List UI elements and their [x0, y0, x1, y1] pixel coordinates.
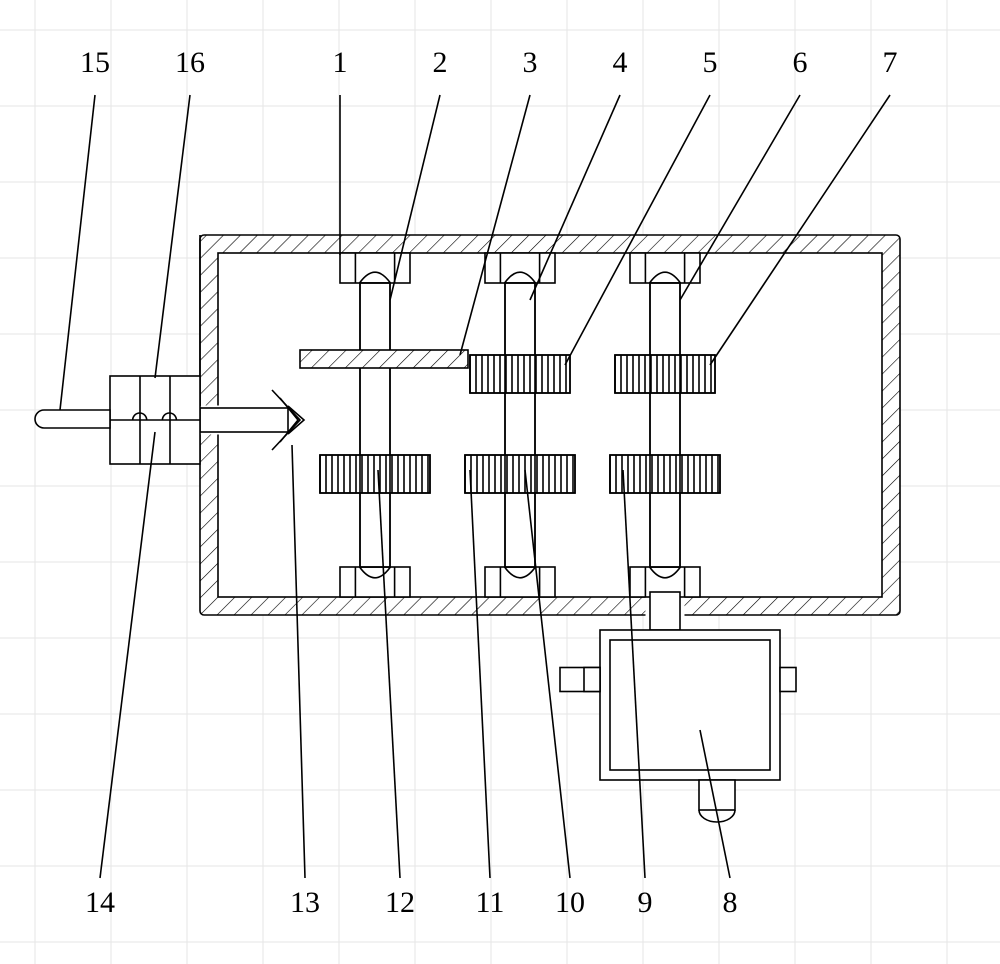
label-2: 2: [433, 46, 448, 79]
gear-upper: [470, 355, 570, 393]
label-11: 11: [476, 886, 505, 919]
bearing-top: [340, 253, 410, 283]
gear-lower: [610, 455, 720, 493]
label-7: 7: [883, 46, 898, 79]
label-3: 3: [523, 46, 538, 79]
housing: [200, 235, 901, 616]
label-8: 8: [723, 886, 738, 919]
label-9: 9: [638, 886, 653, 919]
label-13: 13: [290, 886, 320, 919]
label-1: 1: [333, 46, 348, 79]
label-4: 4: [613, 46, 628, 79]
label-14: 14: [85, 886, 115, 919]
label-16: 16: [175, 46, 205, 79]
gear-lower: [320, 455, 430, 493]
gear-upper: [615, 355, 715, 393]
shaft-assembly: [320, 253, 720, 597]
label-5: 5: [703, 46, 718, 79]
label-15: 15: [80, 46, 110, 79]
gear-lower: [465, 455, 575, 493]
label-10: 10: [555, 886, 585, 919]
bearing-bottom: [340, 567, 410, 597]
motor: [560, 592, 796, 822]
label-12: 12: [385, 886, 415, 919]
bearing-top: [630, 253, 700, 283]
bearing-bottom: [485, 567, 555, 597]
rack-plate: [300, 350, 468, 368]
label-6: 6: [793, 46, 808, 79]
